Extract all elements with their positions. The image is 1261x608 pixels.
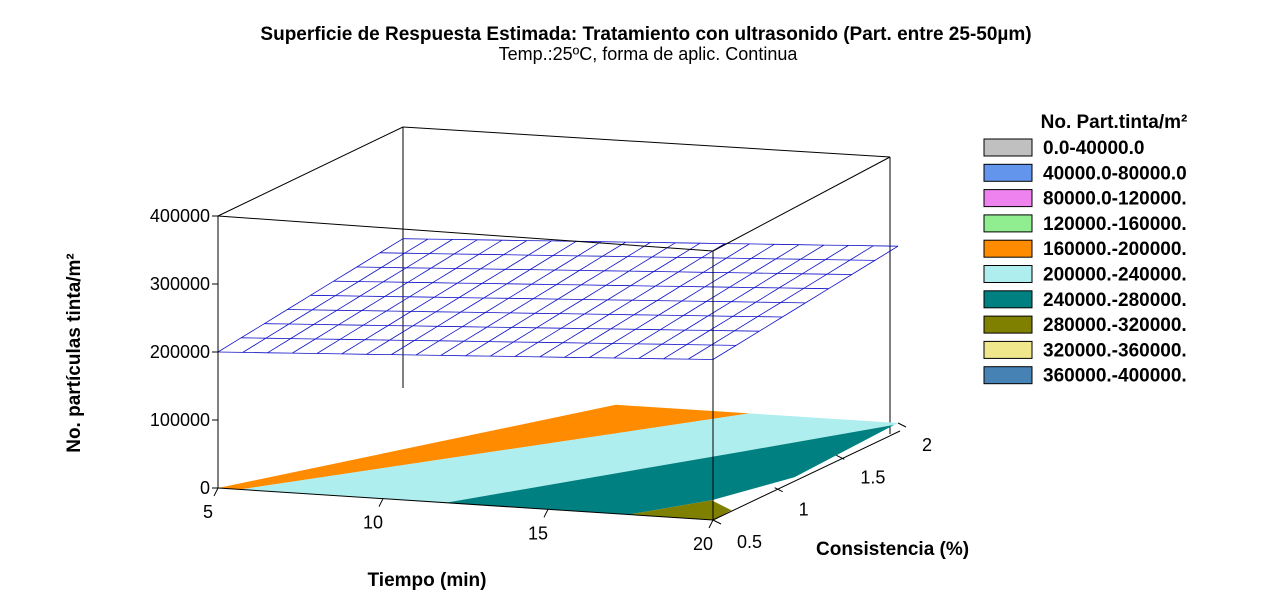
surface-mesh-line-y [638,244,825,359]
legend-swatch [983,138,1033,157]
surface-mesh-line-y [539,243,726,358]
legend-label: 0.0-40000.0 [1043,138,1144,159]
z-tick-label: 200000 [150,342,210,362]
legend: 0.0-40000.0 40000.0-80000.0 80000.0-120000… [983,138,1187,387]
legend-title: No. Part.tinta/m² [1041,112,1188,133]
contour-band-280000-320000 [628,500,732,520]
legend-label: 40000.0-80000.0 [1043,163,1187,184]
contour-band-240000-280000 [445,424,895,515]
chart-subtitle: Temp.:25ºC, forma de aplic. Continua [499,44,799,64]
surface-mesh-line-y [465,242,651,357]
surface-mesh-line-y [292,239,478,354]
surface-mesh-line-y [490,242,676,357]
box-front-edges [217,156,901,521]
x-tick-mark [213,487,219,497]
x-tick-mark [708,519,714,529]
chart-title: Superficie de Respuesta Estimada: Tratam… [260,24,1031,45]
legend-label: 320000.-360000. [1043,340,1187,361]
legend-label: 120000.-160000. [1043,214,1187,235]
legend-swatch [983,366,1033,385]
legend-label: 240000.-280000. [1043,290,1187,311]
legend-swatch [983,163,1033,182]
surface-mesh-line-y [613,244,800,359]
z-axis-ticks: 0 100000 200000 300000 400000 [150,206,218,498]
surface-mesh-line-y [589,243,775,358]
x-tick-mark [378,498,384,507]
y-tick-label: 2 [922,435,932,455]
z-tick-label: 300000 [150,274,210,294]
z-tick-label: 0 [200,478,210,498]
x-axis-label: Tiempo (min) [368,570,487,591]
surface-mesh-line-y [564,243,750,358]
surface-mesh-line-y [267,239,453,354]
surface-mesh-line-y [712,245,899,360]
surface-mesh-line-y [663,245,849,360]
x-tick-label: 15 [528,523,548,543]
contour-band-200000-240000 [240,413,899,503]
surface-mesh-line-y [415,241,602,356]
y-tick-mark [774,487,783,493]
surface-mesh [217,238,899,360]
legend-swatch [983,290,1033,309]
y-tick-mark [712,519,722,525]
x-tick-mark [543,509,549,518]
surface-mesh-line-y [391,240,577,355]
box-top-right-depth [712,156,891,252]
y-tick-label: 1 [799,500,809,520]
y-axis-label: Consistencia (%) [816,539,969,560]
y-axis-line [712,430,901,521]
legend-label: 160000.-200000. [1043,239,1187,260]
box-back-edges [217,126,891,434]
surface-mesh-line-y [217,238,404,353]
legend-label: 280000.-320000. [1043,315,1187,336]
z-axis-label: No. partículas tinta/m² [64,253,85,453]
legend-label: 200000.-240000. [1043,265,1187,286]
surface-mesh-line-y [440,241,627,356]
legend-swatch [983,214,1033,233]
x-axis-ticks: 5 10 15 20 [203,487,714,554]
legend-swatch [983,340,1033,359]
floor-contour [218,404,899,520]
box-front-top-edge [217,215,714,252]
surface-mesh-line-y [688,245,874,360]
legend-swatch [983,189,1033,208]
x-tick-label: 5 [203,502,213,522]
legend-label: 80000.0-120000. [1043,189,1187,210]
y-tick-mark [836,454,845,460]
z-tick-label: 400000 [150,206,210,226]
z-tick-label: 100000 [150,410,210,430]
legend-swatch [983,315,1033,334]
y-tick-label: 0.5 [737,532,762,552]
surface-mesh-line-y [341,240,528,355]
y-axis-ticks: 0.5 1 1.5 2 [712,422,932,552]
box-top-left-depth [217,126,404,217]
surface-mesh-line-y [316,239,503,354]
y-tick-mark [897,422,907,428]
x-axis-line [217,487,714,521]
contour-band-160000-200000 [218,404,750,490]
legend-swatch [983,239,1033,258]
legend-label: 360000.-400000. [1043,366,1187,387]
surface-mesh-line-y [514,242,701,357]
y-tick-label: 1.5 [860,467,885,487]
surface-mesh-line-y [366,240,552,355]
legend-swatch [983,265,1033,283]
surface-mesh-line-y [242,238,429,353]
x-tick-label: 10 [363,513,383,533]
box-back-top-edge [402,126,891,158]
x-tick-label: 20 [693,534,713,554]
